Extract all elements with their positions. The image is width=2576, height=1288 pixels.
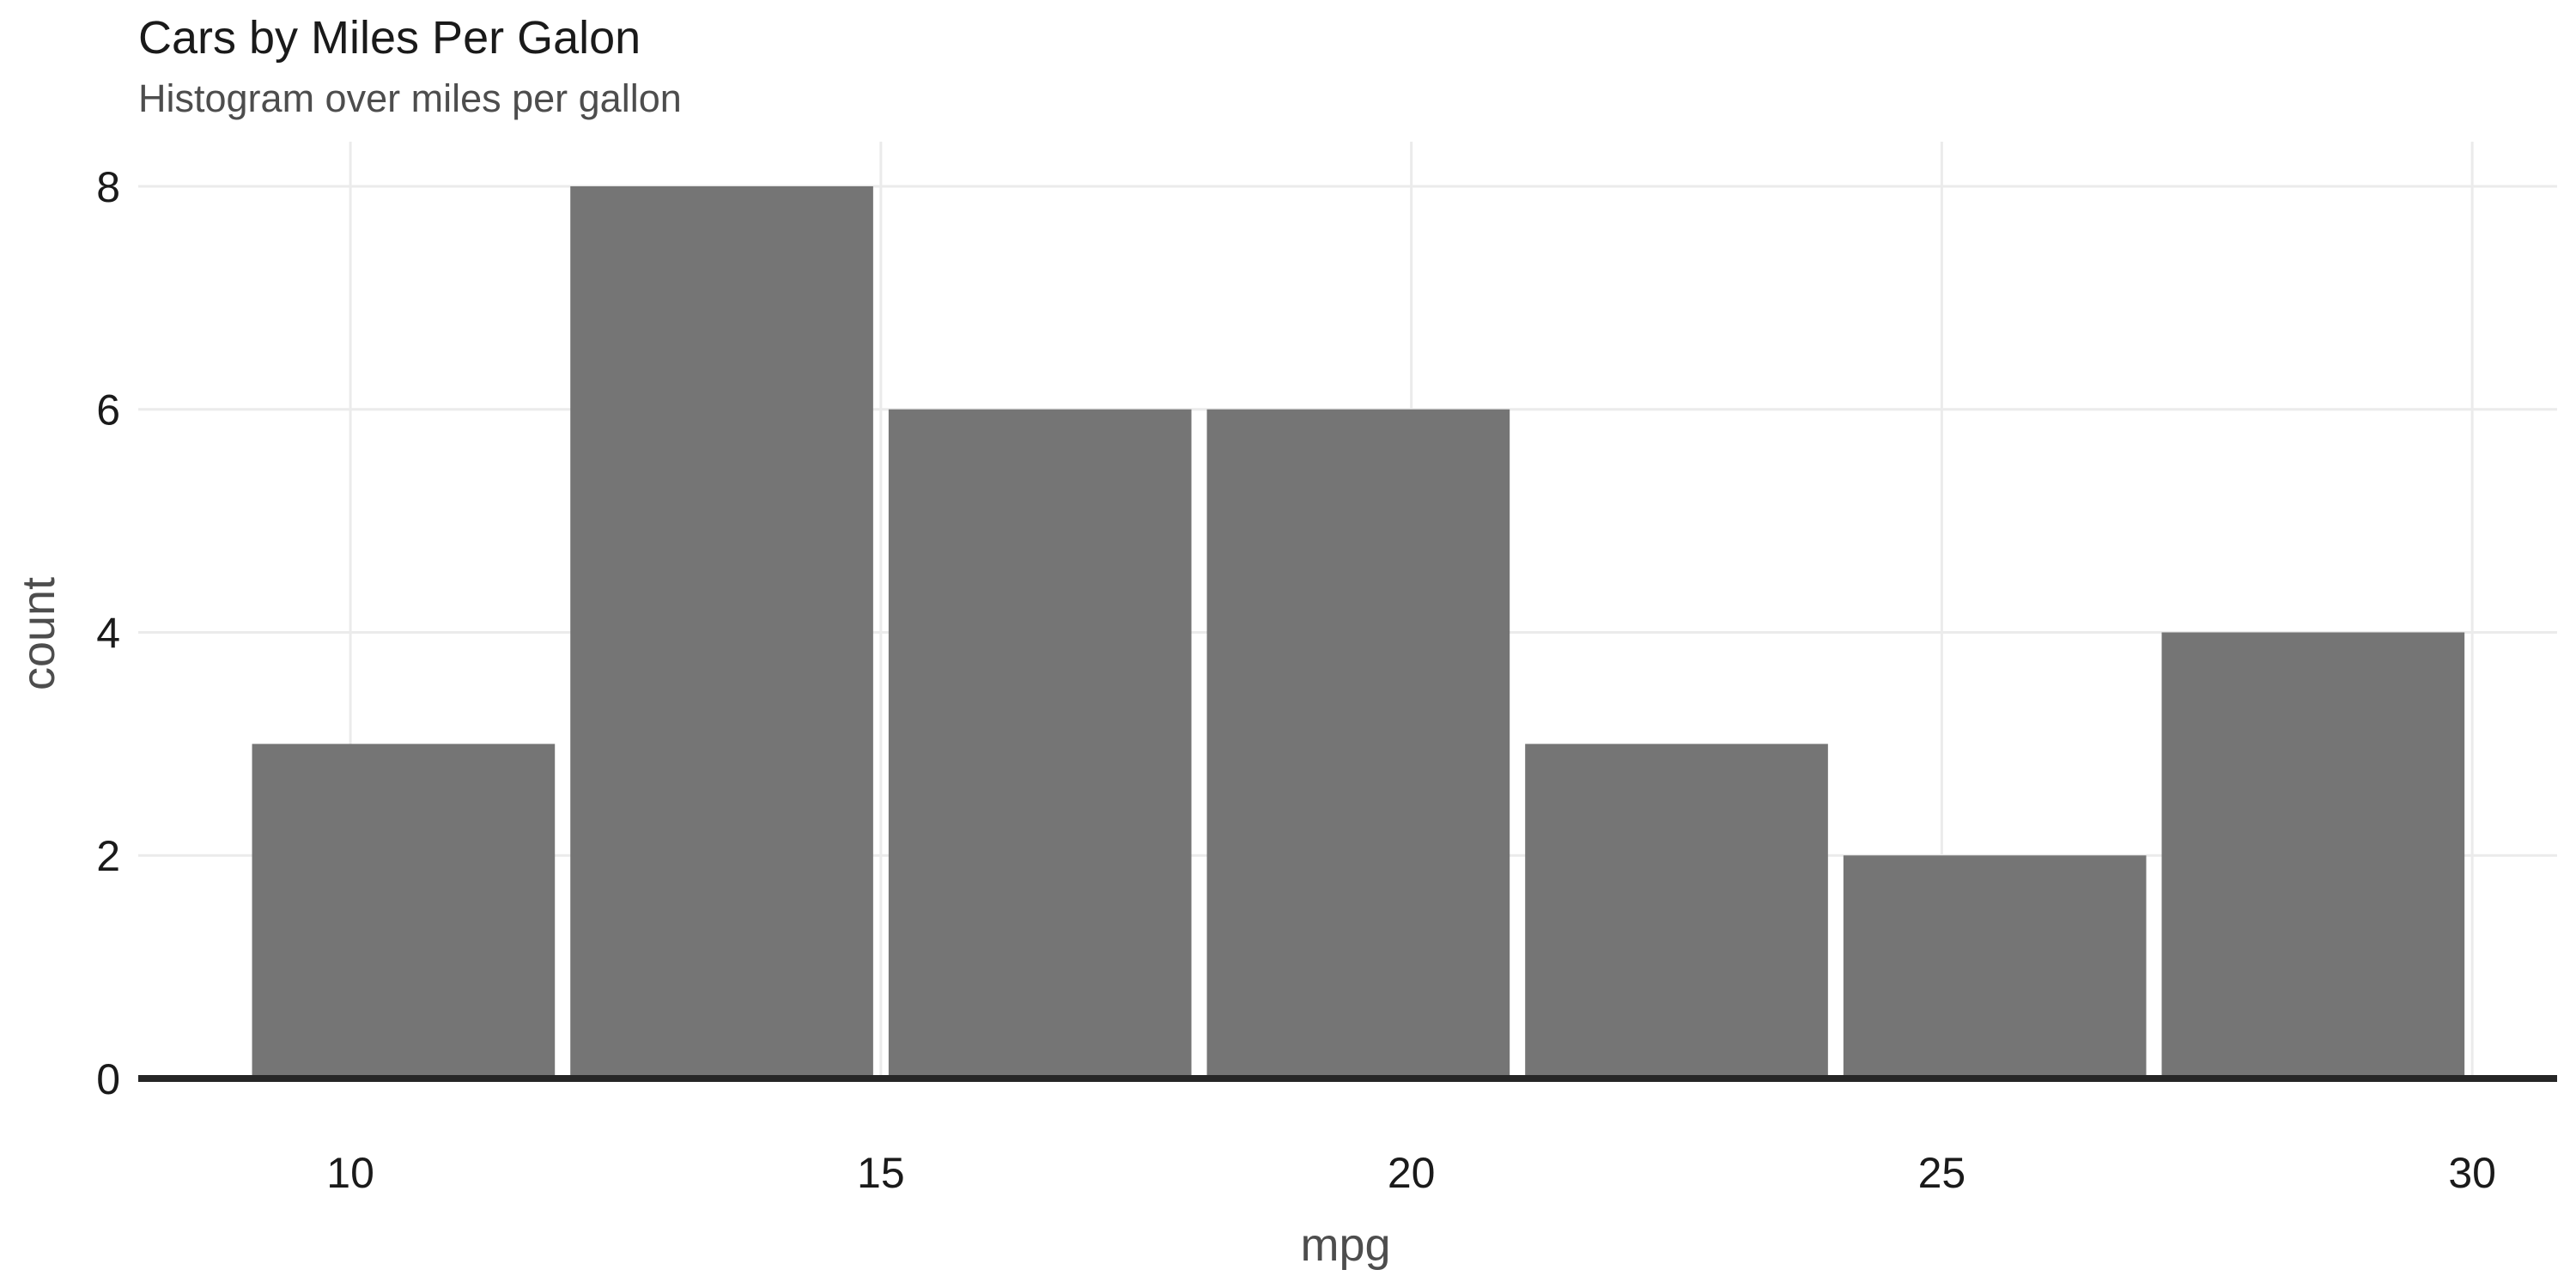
y-tick-label-0: 0 — [96, 1055, 120, 1103]
bar-6 — [1843, 855, 2147, 1078]
y-axis-title: count — [13, 577, 64, 690]
bar-7 — [2161, 632, 2465, 1078]
y-tick-label-6: 6 — [96, 386, 120, 434]
y-tick-label-4: 4 — [96, 609, 120, 657]
x-tick-label-25: 25 — [1918, 1149, 1966, 1197]
bar-1 — [252, 744, 556, 1078]
axes: 10 15 20 25 30 0 2 4 6 8 — [96, 163, 2557, 1197]
x-tick-label-20: 20 — [1388, 1149, 1436, 1197]
bars — [252, 185, 2465, 1078]
x-tick-label-30: 30 — [2448, 1149, 2496, 1197]
bar-4 — [1206, 409, 1510, 1078]
x-tick-label-15: 15 — [857, 1149, 905, 1197]
chart-subtitle: Histogram over miles per gallon — [138, 76, 682, 120]
bar-2 — [570, 185, 873, 1078]
y-tick-label-8: 8 — [96, 163, 120, 211]
chart-title: Cars by Miles Per Galon — [138, 12, 641, 64]
bar-5 — [1525, 744, 1828, 1078]
y-tick-label-2: 2 — [96, 832, 120, 880]
x-axis-title: mpg — [1300, 1219, 1390, 1271]
bar-3 — [888, 409, 1192, 1078]
x-tick-label-10: 10 — [326, 1149, 374, 1197]
